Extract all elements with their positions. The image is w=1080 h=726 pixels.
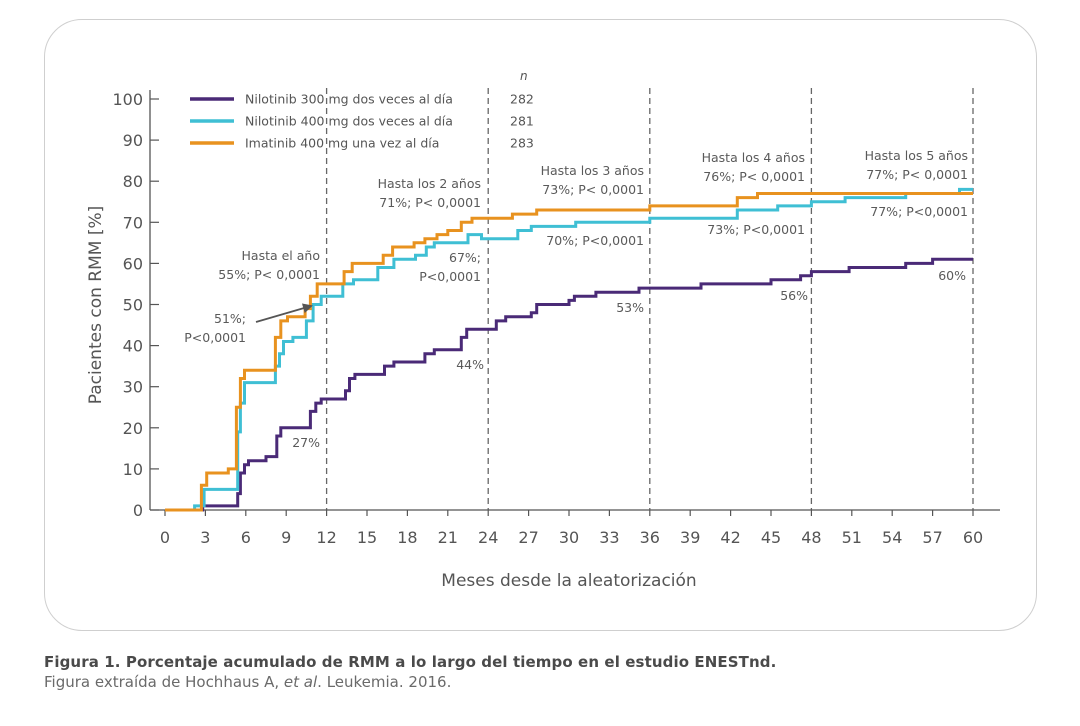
annotation-year4-title: Hasta los 4 años [702, 150, 805, 165]
annotation-arrow [255, 303, 313, 323]
x-tick-label-9: 9 [281, 528, 291, 547]
annotation-year3-nil300: 53% [616, 300, 644, 315]
x-tick-label-12: 12 [316, 528, 336, 547]
caption-source-etal: et al [283, 673, 318, 691]
y-tick-label-50: 50 [123, 296, 143, 315]
legend-label-3: Imatinib 400 mg una vez al día [245, 136, 439, 151]
annotation-year4-nil400: 73%; P<0,0001 [707, 222, 805, 237]
mmr-step-chart: 0 3 6 9 12 15 18 21 24 27 30 33 36 39 42 45 48 51 54 57 6001… [86, 69, 1000, 591]
x-tick-label-42: 42 [720, 528, 740, 547]
annotation-year1-nil400-p: P<0,0001 [184, 330, 246, 345]
y-axis-title: Pacientes con RMM [%] [86, 206, 106, 405]
x-tick-label-30: 30 [559, 528, 579, 547]
x-tick-label-3: 3 [200, 528, 210, 547]
x-tick-label-48: 48 [801, 528, 821, 547]
x-tick-label-0: 0 [160, 528, 170, 547]
annotation-year4-value: 76%; P< 0,0001 [703, 169, 805, 184]
figure-frame [44, 19, 1037, 631]
caption-title: Figura 1. Porcentaje acumulado de RMM a … [44, 653, 777, 671]
annotation-year2-nil400-p: P<0,0001 [419, 269, 481, 284]
figure-caption: Figura 1. Porcentaje acumulado de RMM a … [44, 652, 1034, 692]
y-tick-label-30: 30 [123, 378, 143, 397]
caption-source: Figura extraída de Hochhaus A, et al. Le… [44, 672, 1034, 692]
annotation-year2-title: Hasta los 2 años [378, 176, 481, 191]
legend-n-2: 281 [510, 114, 534, 129]
annotation-year5-title: Hasta los 5 años [865, 148, 968, 163]
series-line-2 [165, 187, 973, 512]
y-tick-label-0: 0 [133, 501, 143, 520]
legend-n-1: 282 [510, 92, 534, 107]
legend-n-header: n [520, 69, 528, 83]
y-tick-label-80: 80 [123, 172, 143, 191]
y-tick-label-40: 40 [123, 337, 143, 356]
x-tick-label-27: 27 [518, 528, 538, 547]
annotation-year5-value: 77%; P< 0,0001 [866, 167, 968, 182]
x-tick-label-39: 39 [680, 528, 700, 547]
x-tick-label-24: 24 [478, 528, 498, 547]
x-tick-label-60: 60 [963, 528, 983, 547]
annotation-year5-nil300: 60% [938, 268, 966, 283]
y-tick-label-60: 60 [123, 254, 143, 273]
x-tick-label-6: 6 [241, 528, 251, 547]
series-line-3 [165, 192, 973, 512]
annotation-year1-value: 55%; P< 0,0001 [218, 267, 320, 282]
annotation-year2-nil400-pct: 67%; [449, 250, 481, 265]
x-axis-title: Meses desde la aleatorización [441, 571, 696, 591]
x-tick-label-57: 57 [922, 528, 942, 547]
x-tick-label-36: 36 [640, 528, 660, 547]
x-tick-label-45: 45 [761, 528, 781, 547]
legend-label-2: Nilotinib 400 mg dos veces al día [245, 114, 453, 129]
y-tick-label-90: 90 [123, 131, 143, 150]
x-tick-label-18: 18 [397, 528, 417, 547]
annotation-year2-nil300: 44% [456, 357, 484, 372]
y-tick-label-10: 10 [123, 460, 143, 479]
annotation-year4-nil300: 56% [780, 288, 808, 303]
caption-source-prefix: Figura extraída de Hochhaus A, [44, 673, 284, 691]
x-tick-label-15: 15 [357, 528, 377, 547]
annotation-year3-title: Hasta los 3 años [541, 163, 644, 178]
x-tick-label-54: 54 [882, 528, 902, 547]
annotation-year1-nil400-pct: 51%; [214, 311, 246, 326]
legend-label-1: Nilotinib 300 mg dos veces al día [245, 92, 453, 107]
y-tick-label-100: 100 [112, 90, 143, 109]
annotation-year2-value: 71%; P< 0,0001 [379, 195, 481, 210]
x-tick-label-51: 51 [842, 528, 862, 547]
annotation-year3-value: 73%; P< 0,0001 [542, 182, 644, 197]
series-line-1 [165, 257, 973, 512]
x-tick-label-33: 33 [599, 528, 619, 547]
annotation-year3-nil400: 70%; P<0,0001 [546, 233, 644, 248]
y-tick-label-20: 20 [123, 419, 143, 438]
annotation-year5-nil400: 77%; P<0,0001 [870, 204, 968, 219]
annotation-year1-nil300: 27% [292, 435, 320, 450]
x-tick-label-21: 21 [438, 528, 458, 547]
legend-n-3: 283 [510, 136, 534, 151]
y-tick-label-70: 70 [123, 213, 143, 232]
caption-source-suffix: . Leukemia. 2016. [317, 673, 452, 691]
annotation-year1-title: Hasta el año [242, 248, 320, 263]
